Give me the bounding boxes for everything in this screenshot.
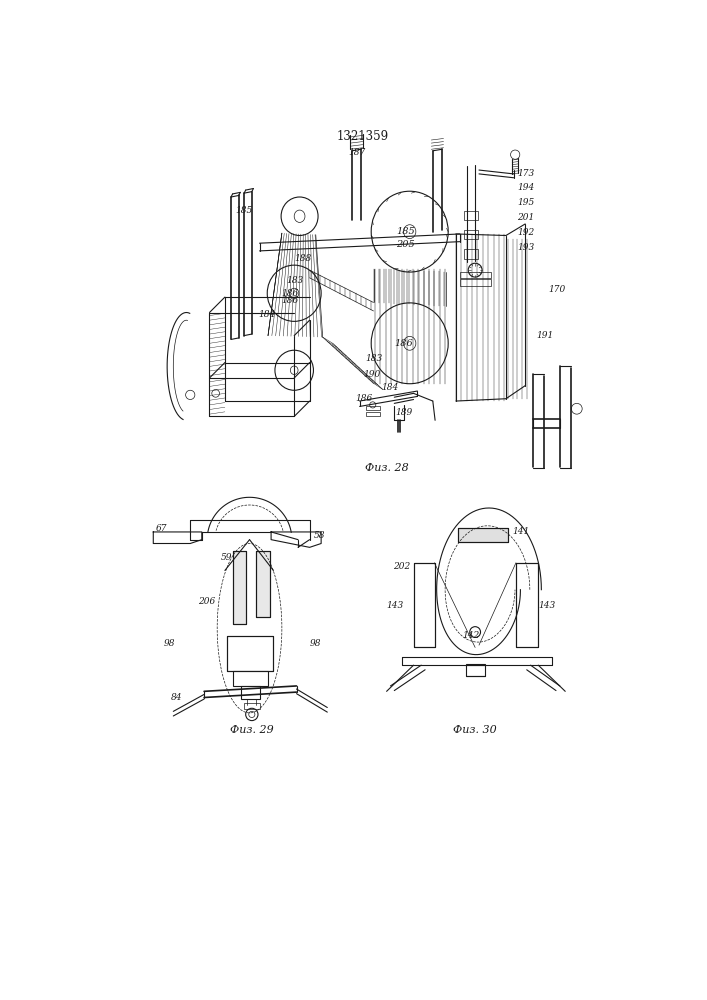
Text: 188: 188 xyxy=(294,254,312,263)
Text: 142: 142 xyxy=(462,631,479,640)
Text: 183: 183 xyxy=(366,354,383,363)
Bar xyxy=(366,406,380,410)
Text: 84: 84 xyxy=(171,693,182,702)
Polygon shape xyxy=(153,532,201,544)
Text: 143: 143 xyxy=(387,601,404,610)
Text: 186: 186 xyxy=(395,339,413,348)
Text: 185: 185 xyxy=(396,227,414,236)
Text: 201: 201 xyxy=(518,213,534,222)
Text: 186: 186 xyxy=(281,296,298,305)
Text: 185: 185 xyxy=(235,206,252,215)
Text: 183: 183 xyxy=(286,276,304,285)
Text: 173: 173 xyxy=(518,169,534,178)
Bar xyxy=(466,664,485,676)
Bar xyxy=(516,563,537,647)
Text: 193: 193 xyxy=(518,243,534,252)
Text: 184: 184 xyxy=(381,383,399,392)
Text: 192: 192 xyxy=(518,228,534,237)
Text: 98: 98 xyxy=(163,639,175,648)
Polygon shape xyxy=(271,532,321,547)
Text: 58: 58 xyxy=(313,531,325,540)
Bar xyxy=(256,551,269,617)
Bar xyxy=(460,272,491,278)
Text: 205: 205 xyxy=(396,240,414,249)
Text: 206: 206 xyxy=(198,597,215,606)
Text: Физ. 28: Физ. 28 xyxy=(365,463,409,473)
Text: 170: 170 xyxy=(549,285,566,294)
Bar xyxy=(460,279,491,286)
Text: 194: 194 xyxy=(518,183,534,192)
Bar xyxy=(414,563,435,647)
Bar xyxy=(233,671,268,686)
Text: 186: 186 xyxy=(356,394,373,403)
Bar xyxy=(241,686,260,699)
Bar xyxy=(244,703,259,709)
Bar xyxy=(227,636,274,671)
Text: 143: 143 xyxy=(538,601,556,610)
Text: 195: 195 xyxy=(518,198,534,207)
Bar xyxy=(233,551,247,624)
Bar xyxy=(464,211,478,220)
Text: 187: 187 xyxy=(348,148,366,157)
Bar xyxy=(464,249,478,259)
Text: 186: 186 xyxy=(281,289,298,298)
Bar xyxy=(366,412,380,416)
Text: 98: 98 xyxy=(310,639,321,648)
Text: 202: 202 xyxy=(393,562,410,571)
Bar xyxy=(464,230,478,239)
Text: 189: 189 xyxy=(395,408,412,417)
Text: Физ. 29: Физ. 29 xyxy=(230,725,274,735)
Text: 59: 59 xyxy=(221,553,233,562)
Text: 67: 67 xyxy=(156,524,167,533)
Text: 184: 184 xyxy=(258,310,275,319)
Text: 190: 190 xyxy=(363,370,381,379)
Text: 141: 141 xyxy=(512,527,530,536)
Bar xyxy=(458,528,508,542)
Text: 191: 191 xyxy=(537,331,554,340)
Text: Физ. 30: Физ. 30 xyxy=(453,725,497,735)
Text: 1321359: 1321359 xyxy=(337,130,389,143)
